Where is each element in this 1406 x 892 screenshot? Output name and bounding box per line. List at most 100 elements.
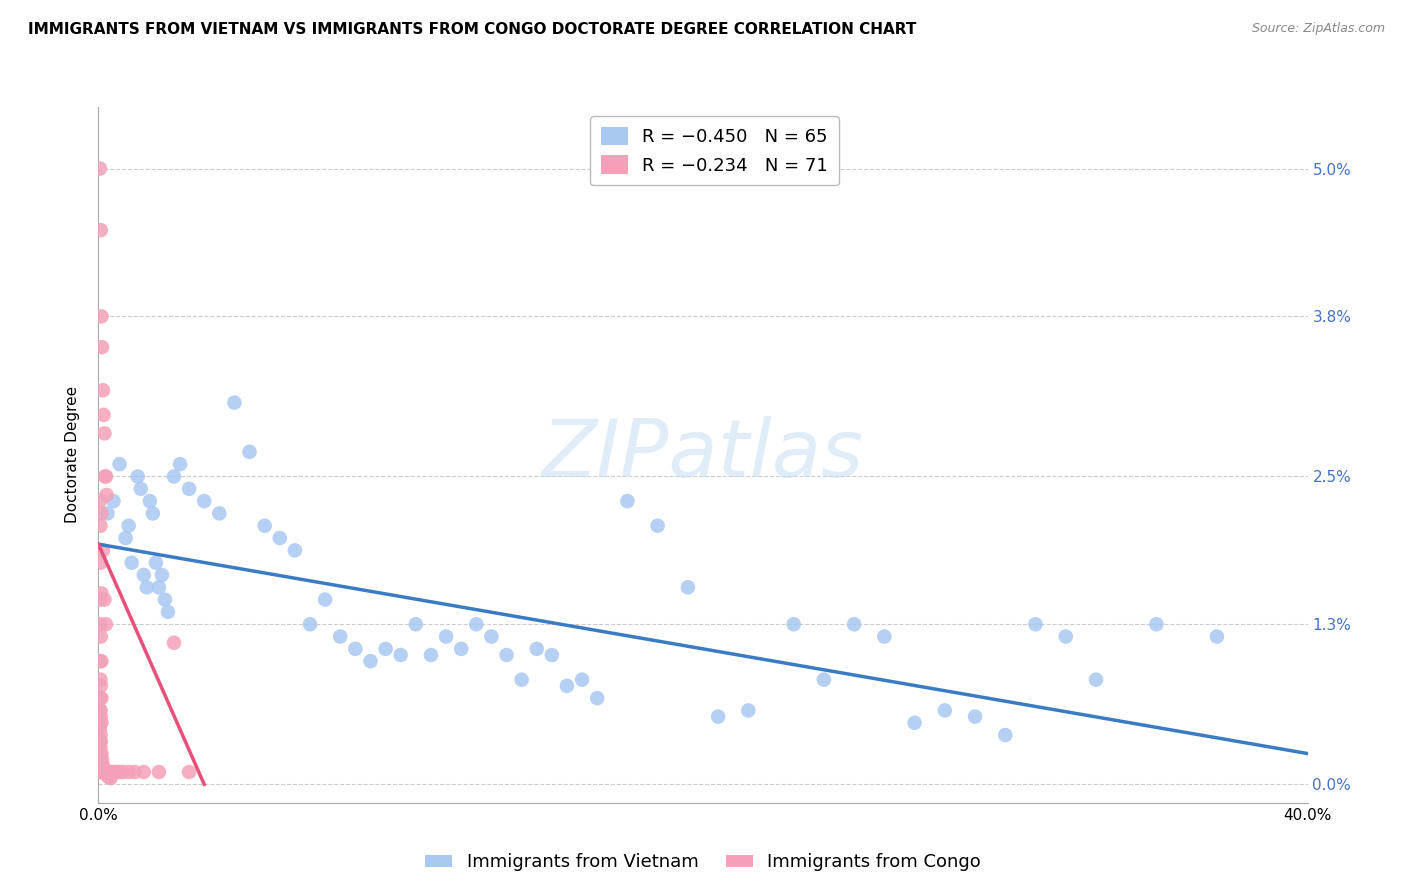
- Point: [135, 580, 157, 594]
- Point: [91, 753, 114, 767]
- Point: [118, 764, 141, 779]
- Text: Source: ZipAtlas.com: Source: ZipAtlas.com: [1251, 22, 1385, 36]
- Point: [90, 703, 112, 717]
- Point: [90, 223, 112, 237]
- Point: [329, 630, 352, 644]
- Point: [153, 592, 176, 607]
- Point: [526, 641, 548, 656]
- Point: [96, 769, 118, 783]
- Text: IMMIGRANTS FROM VIETNAM VS IMMIGRANTS FROM CONGO DOCTORATE DEGREE CORRELATION CH: IMMIGRANTS FROM VIETNAM VS IMMIGRANTS FR…: [28, 22, 917, 37]
- Point: [90, 556, 112, 570]
- Point: [93, 764, 115, 779]
- Point: [124, 764, 146, 779]
- Point: [1206, 630, 1229, 644]
- Point: [145, 556, 167, 570]
- Point: [374, 641, 396, 656]
- Point: [91, 543, 114, 558]
- Point: [450, 641, 472, 656]
- Point: [103, 764, 125, 779]
- Point: [813, 673, 835, 687]
- Point: [239, 445, 262, 459]
- Point: [1024, 617, 1046, 632]
- Legend: R = −0.450   N = 65, R = −0.234   N = 71: R = −0.450 N = 65, R = −0.234 N = 71: [591, 116, 839, 186]
- Point: [114, 531, 136, 545]
- Point: [89, 747, 111, 761]
- Point: [121, 556, 143, 570]
- Point: [193, 494, 215, 508]
- Point: [90, 518, 112, 533]
- Y-axis label: Doctorate Degree: Doctorate Degree: [65, 386, 80, 524]
- Point: [844, 617, 866, 632]
- Point: [103, 494, 125, 508]
- Point: [93, 592, 115, 607]
- Point: [616, 494, 638, 508]
- Point: [148, 764, 170, 779]
- Point: [150, 568, 173, 582]
- Point: [94, 767, 117, 781]
- Point: [98, 770, 121, 784]
- Legend: Immigrants from Vietnam, Immigrants from Congo: Immigrants from Vietnam, Immigrants from…: [418, 847, 988, 879]
- Point: [94, 469, 117, 483]
- Point: [965, 709, 987, 723]
- Point: [434, 630, 457, 644]
- Point: [1085, 673, 1108, 687]
- Point: [100, 771, 122, 785]
- Point: [111, 764, 134, 779]
- Point: [934, 703, 956, 717]
- Point: [299, 617, 322, 632]
- Point: [98, 764, 121, 779]
- Point: [510, 673, 533, 687]
- Point: [142, 507, 165, 521]
- Point: [90, 586, 112, 600]
- Point: [904, 715, 927, 730]
- Point: [89, 654, 111, 668]
- Point: [224, 395, 246, 409]
- Point: [90, 654, 112, 668]
- Point: [94, 764, 117, 779]
- Point: [96, 488, 118, 502]
- Point: [156, 605, 179, 619]
- Point: [90, 747, 112, 761]
- Point: [132, 568, 155, 582]
- Point: [89, 161, 111, 176]
- Point: [93, 763, 115, 777]
- Point: [90, 709, 112, 723]
- Point: [89, 592, 111, 607]
- Point: [1054, 630, 1077, 644]
- Point: [571, 673, 593, 687]
- Point: [94, 617, 117, 632]
- Point: [94, 469, 117, 483]
- Point: [89, 703, 111, 717]
- Point: [405, 617, 427, 632]
- Point: [873, 630, 896, 644]
- Point: [132, 764, 155, 779]
- Point: [465, 617, 488, 632]
- Point: [284, 543, 307, 558]
- Point: [91, 764, 114, 779]
- Point: [139, 494, 162, 508]
- Point: [108, 457, 131, 471]
- Point: [90, 715, 112, 730]
- Point: [707, 709, 730, 723]
- Point: [163, 469, 186, 483]
- Point: [118, 518, 141, 533]
- Point: [91, 759, 114, 773]
- Point: [208, 507, 231, 521]
- Point: [90, 507, 112, 521]
- Point: [127, 469, 149, 483]
- Point: [105, 764, 128, 779]
- Point: [91, 764, 114, 779]
- Point: [90, 679, 112, 693]
- Point: [91, 384, 114, 398]
- Point: [93, 764, 115, 779]
- Point: [90, 728, 112, 742]
- Point: [179, 764, 201, 779]
- Point: [344, 641, 367, 656]
- Point: [96, 764, 118, 779]
- Point: [179, 482, 201, 496]
- Point: [90, 310, 112, 324]
- Point: [148, 580, 170, 594]
- Point: [676, 580, 699, 594]
- Point: [129, 482, 152, 496]
- Point: [90, 734, 112, 748]
